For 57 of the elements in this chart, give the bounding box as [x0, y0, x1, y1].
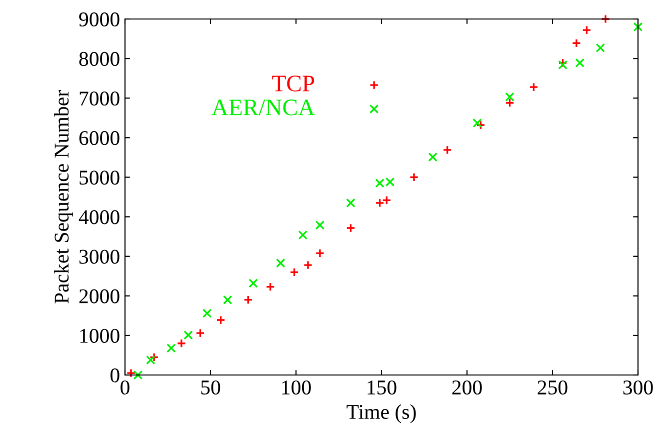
point	[222, 295, 232, 304]
point	[572, 38, 582, 48]
y-tick-label: 6000	[79, 131, 120, 146]
point	[409, 172, 419, 182]
point	[442, 145, 452, 155]
y-tick-label: 2000	[79, 289, 120, 304]
point	[505, 92, 514, 102]
point	[346, 223, 356, 233]
x-tick-label: 150	[368, 380, 396, 395]
point	[633, 22, 643, 32]
x-tick-label: 300	[623, 380, 653, 395]
point	[582, 25, 592, 35]
point	[315, 220, 325, 230]
point	[505, 98, 514, 108]
x-tick-label: 50	[201, 380, 220, 395]
point	[202, 308, 212, 318]
legend-label: TCP	[272, 76, 314, 92]
x-tick-label: 250	[538, 380, 568, 395]
point	[298, 230, 308, 240]
point	[184, 330, 193, 340]
y-tick-label: 1000	[80, 328, 120, 343]
y-tick-label: 8000	[79, 52, 120, 66]
point	[600, 14, 610, 24]
point	[176, 338, 186, 348]
y-tick-label: 3000	[79, 250, 120, 264]
point	[472, 118, 482, 128]
point	[248, 278, 258, 288]
point	[290, 268, 299, 277]
point	[575, 58, 584, 68]
y-tick-label: 7000	[80, 91, 120, 106]
point	[276, 258, 286, 268]
point	[243, 295, 253, 304]
point	[266, 282, 275, 292]
point	[133, 370, 143, 380]
point	[476, 120, 486, 130]
point	[428, 152, 438, 162]
point	[146, 355, 156, 365]
point	[315, 248, 325, 258]
y-tick-label: 0	[110, 368, 120, 382]
point	[529, 82, 538, 92]
point	[126, 368, 136, 378]
point	[166, 343, 176, 353]
x-axis-title: Time (s)	[346, 404, 416, 424]
x-tick-label: 0	[120, 380, 130, 395]
y-axis-title: Packet Sequence Number	[54, 90, 73, 304]
point	[196, 328, 205, 338]
x-tick-label: 100	[282, 380, 311, 395]
point	[303, 260, 313, 270]
y-tick-label: 4000	[78, 210, 120, 224]
y-tick-label: 5000	[80, 170, 120, 185]
point	[216, 315, 226, 325]
point	[346, 198, 356, 208]
legend-label: AER/NCA	[212, 100, 315, 116]
point	[596, 43, 606, 53]
x-tick-label: 200	[452, 380, 482, 395]
point	[149, 352, 159, 362]
y-tick-label: 9000	[79, 12, 120, 26]
